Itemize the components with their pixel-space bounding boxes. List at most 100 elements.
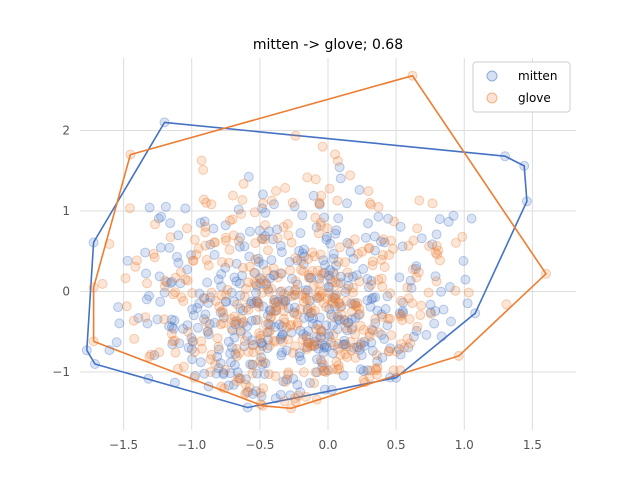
point-mitten [90, 359, 100, 369]
point-glove [125, 149, 136, 160]
point-mitten [304, 295, 315, 306]
point-glove [276, 286, 287, 297]
point-mitten [372, 305, 383, 316]
point-glove [210, 237, 220, 248]
y-tick-label: 1 [62, 204, 70, 218]
point-mitten [155, 242, 166, 253]
point-glove [353, 341, 364, 352]
point-glove [315, 249, 326, 260]
point-mitten [239, 341, 250, 352]
point-mitten [242, 331, 253, 342]
point-mitten [256, 352, 267, 363]
point-glove [234, 348, 245, 358]
point-mitten [166, 276, 177, 287]
point-glove [226, 314, 237, 324]
point-mitten [172, 251, 182, 262]
point-glove [229, 311, 240, 322]
point-glove [259, 275, 270, 286]
point-glove [205, 367, 216, 378]
point-mitten [370, 292, 381, 303]
point-glove [298, 367, 309, 378]
point-mitten [365, 301, 376, 312]
point-glove [124, 203, 135, 214]
point-mitten [234, 278, 245, 289]
point-mitten [385, 343, 396, 354]
point-glove [339, 314, 350, 325]
point-mitten [280, 295, 291, 306]
point-glove [198, 164, 209, 175]
point-glove [373, 202, 384, 212]
point-glove [199, 293, 210, 304]
point-mitten [318, 255, 329, 266]
point-mitten [211, 368, 222, 379]
point-glove [312, 339, 323, 350]
point-glove [237, 195, 248, 205]
point-glove [252, 296, 263, 307]
point-mitten [354, 309, 364, 320]
point-mitten [263, 318, 274, 329]
point-mitten [430, 306, 441, 317]
point-glove [402, 333, 413, 344]
point-mitten [173, 257, 184, 268]
point-glove [228, 190, 238, 201]
point-glove [289, 393, 300, 404]
point-mitten [362, 295, 373, 306]
point-glove [265, 313, 276, 324]
point-mitten [421, 329, 432, 340]
point-glove [395, 311, 406, 322]
point-mitten [159, 117, 170, 128]
point-glove [424, 241, 435, 252]
point-glove [366, 324, 377, 335]
x-tick-label: −1.0 [177, 438, 206, 452]
point-glove [328, 311, 339, 322]
point-glove [388, 243, 399, 254]
point-glove [278, 222, 289, 232]
point-mitten [255, 273, 266, 283]
point-glove [263, 327, 274, 338]
point-mitten [321, 342, 332, 353]
point-glove [396, 295, 407, 306]
point-mitten [247, 359, 258, 370]
point-glove [297, 334, 308, 345]
point-glove [365, 199, 376, 210]
point-mitten [212, 351, 223, 362]
point-mitten [268, 234, 278, 245]
point-mitten [324, 331, 335, 342]
point-mitten [269, 199, 279, 210]
point-mitten [286, 273, 297, 284]
point-glove [311, 290, 322, 301]
point-mitten [316, 326, 327, 337]
point-mitten [370, 245, 380, 256]
point-glove [320, 367, 331, 377]
point-mitten [338, 370, 349, 381]
point-glove [216, 381, 227, 392]
point-glove [318, 366, 329, 376]
point-mitten [262, 343, 273, 354]
point-glove [314, 291, 325, 302]
point-mitten [264, 226, 274, 237]
point-mitten [104, 345, 115, 356]
point-glove [331, 288, 342, 299]
point-glove [301, 294, 312, 305]
point-mitten [199, 314, 209, 325]
point-mitten [295, 387, 306, 397]
point-mitten [154, 271, 165, 282]
point-mitten [208, 223, 219, 234]
point-mitten [233, 204, 244, 215]
point-glove [354, 309, 365, 319]
point-mitten [347, 271, 358, 282]
point-mitten [397, 241, 408, 252]
point-glove [307, 265, 318, 276]
point-glove [223, 257, 234, 268]
point-mitten [342, 198, 352, 209]
point-glove [318, 298, 329, 308]
point-mitten [328, 340, 339, 351]
point-glove [256, 233, 267, 244]
point-mitten [405, 275, 416, 286]
point-glove [326, 337, 337, 348]
point-mitten [239, 241, 250, 252]
point-glove [243, 347, 254, 357]
point-mitten [260, 207, 271, 218]
point-mitten [330, 290, 341, 301]
point-glove [281, 322, 292, 333]
